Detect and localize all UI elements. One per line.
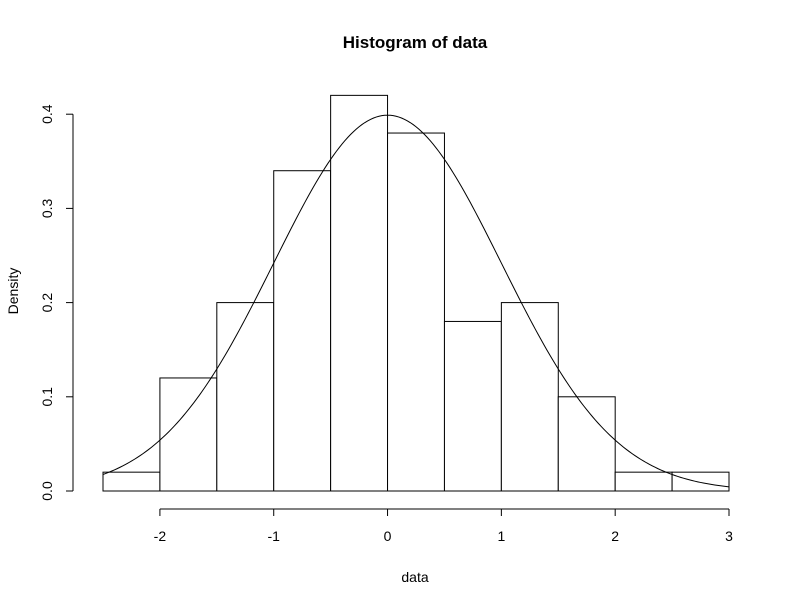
y-tick-label: 0.3 <box>39 198 55 218</box>
x-tick-label: 0 <box>384 528 392 544</box>
histogram-bar <box>330 94 389 492</box>
histogram-bar <box>671 471 730 492</box>
y-tick-label: 0.1 <box>39 387 55 407</box>
x-tick-label: -2 <box>154 528 167 544</box>
x-tick-label: 3 <box>725 528 733 544</box>
histogram-bar <box>216 302 275 492</box>
density-curve-layer <box>102 114 730 488</box>
histogram-bar <box>102 471 161 492</box>
histogram-bar <box>159 377 218 492</box>
x-axis: -2 -1 0 1 2 3 <box>154 508 733 544</box>
chart-title: Histogram of data <box>343 33 488 52</box>
y-axis-label: Density <box>5 268 21 315</box>
histogram-bar <box>387 132 445 492</box>
y-axis: 0.0 0.1 0.2 0.3 0.4 <box>39 104 74 501</box>
histogram-bars <box>102 94 730 492</box>
histogram-bar <box>557 396 616 492</box>
density-curve <box>102 114 730 488</box>
x-tick-label: 2 <box>611 528 619 544</box>
histogram-bar <box>614 471 673 492</box>
x-tick-label: 1 <box>497 528 505 544</box>
histogram-bar <box>443 320 502 492</box>
x-axis-label: data <box>401 569 428 585</box>
y-tick-label: 0.4 <box>39 104 55 124</box>
y-tick-label: 0.0 <box>39 481 55 501</box>
y-tick-label: 0.2 <box>39 293 55 313</box>
histogram-bar <box>500 302 559 492</box>
x-tick-label: -1 <box>268 528 281 544</box>
histogram-bar <box>273 170 332 492</box>
